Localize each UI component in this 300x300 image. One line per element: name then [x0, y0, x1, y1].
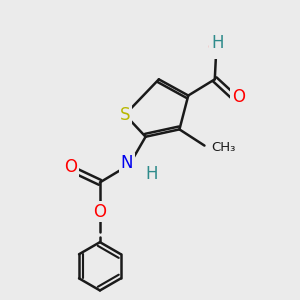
Text: O: O: [64, 158, 77, 176]
Text: O: O: [93, 203, 106, 221]
Text: O: O: [207, 38, 220, 56]
Text: H: H: [212, 34, 224, 52]
Text: H: H: [145, 165, 158, 183]
Text: O: O: [232, 88, 245, 106]
Text: S: S: [120, 106, 130, 124]
Text: CH₃: CH₃: [211, 141, 235, 154]
Text: N: N: [121, 154, 133, 172]
